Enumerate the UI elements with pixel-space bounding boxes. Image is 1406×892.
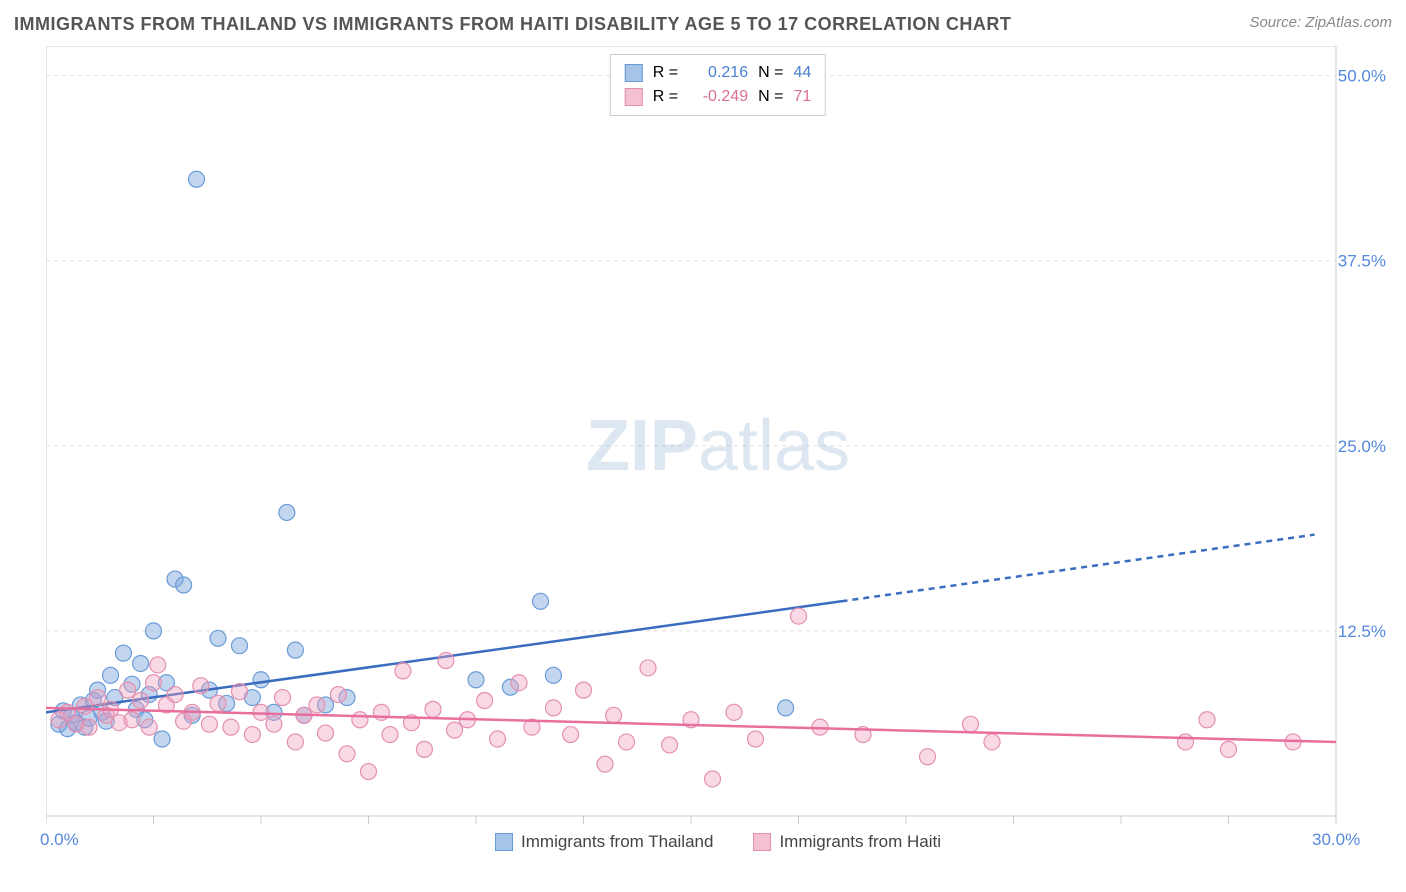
legend-label: Immigrants from Thailand: [521, 832, 713, 852]
legend-item-haiti: Immigrants from Haiti: [753, 832, 941, 852]
x-axis-min-label: 0.0%: [40, 830, 79, 850]
legend-label: Immigrants from Haiti: [779, 832, 941, 852]
chart-title: IMMIGRANTS FROM THAILAND VS IMMIGRANTS F…: [14, 14, 1011, 35]
x-axis-max-label: 30.0%: [1312, 830, 1360, 850]
svg-text:25.0%: 25.0%: [1338, 437, 1386, 456]
source-attribution: Source: ZipAtlas.com: [1249, 14, 1392, 31]
swatch-thailand: [495, 833, 513, 851]
scatter-plot-svg: 12.5% 25.0% 37.5% 50.0%: [46, 46, 1390, 846]
n-value-haiti: 71: [793, 85, 811, 109]
correlation-stats-box: R = 0.216 N = 44 R = -0.249 N = 71: [610, 54, 826, 116]
svg-text:50.0%: 50.0%: [1338, 67, 1386, 86]
swatch-haiti: [753, 833, 771, 851]
n-label: N =: [758, 61, 783, 85]
chart-area: 12.5%25.0%37.5%50.0% ZIPatlas R = 0.216 …: [46, 46, 1390, 846]
r-value-thailand: 0.216: [688, 61, 748, 85]
legend-item-thailand: Immigrants from Thailand: [495, 832, 713, 852]
svg-text:12.5%: 12.5%: [1338, 622, 1386, 641]
swatch-thailand: [625, 64, 643, 82]
n-label: N =: [758, 85, 783, 109]
r-label: R =: [653, 85, 678, 109]
stats-row-haiti: R = -0.249 N = 71: [625, 85, 811, 109]
legend: Immigrants from Thailand Immigrants from…: [495, 832, 941, 852]
svg-text:37.5%: 37.5%: [1338, 252, 1386, 271]
r-label: R =: [653, 61, 678, 85]
stats-row-thailand: R = 0.216 N = 44: [625, 61, 811, 85]
r-value-haiti: -0.249: [688, 85, 748, 109]
swatch-haiti: [625, 88, 643, 106]
n-value-thailand: 44: [793, 61, 811, 85]
